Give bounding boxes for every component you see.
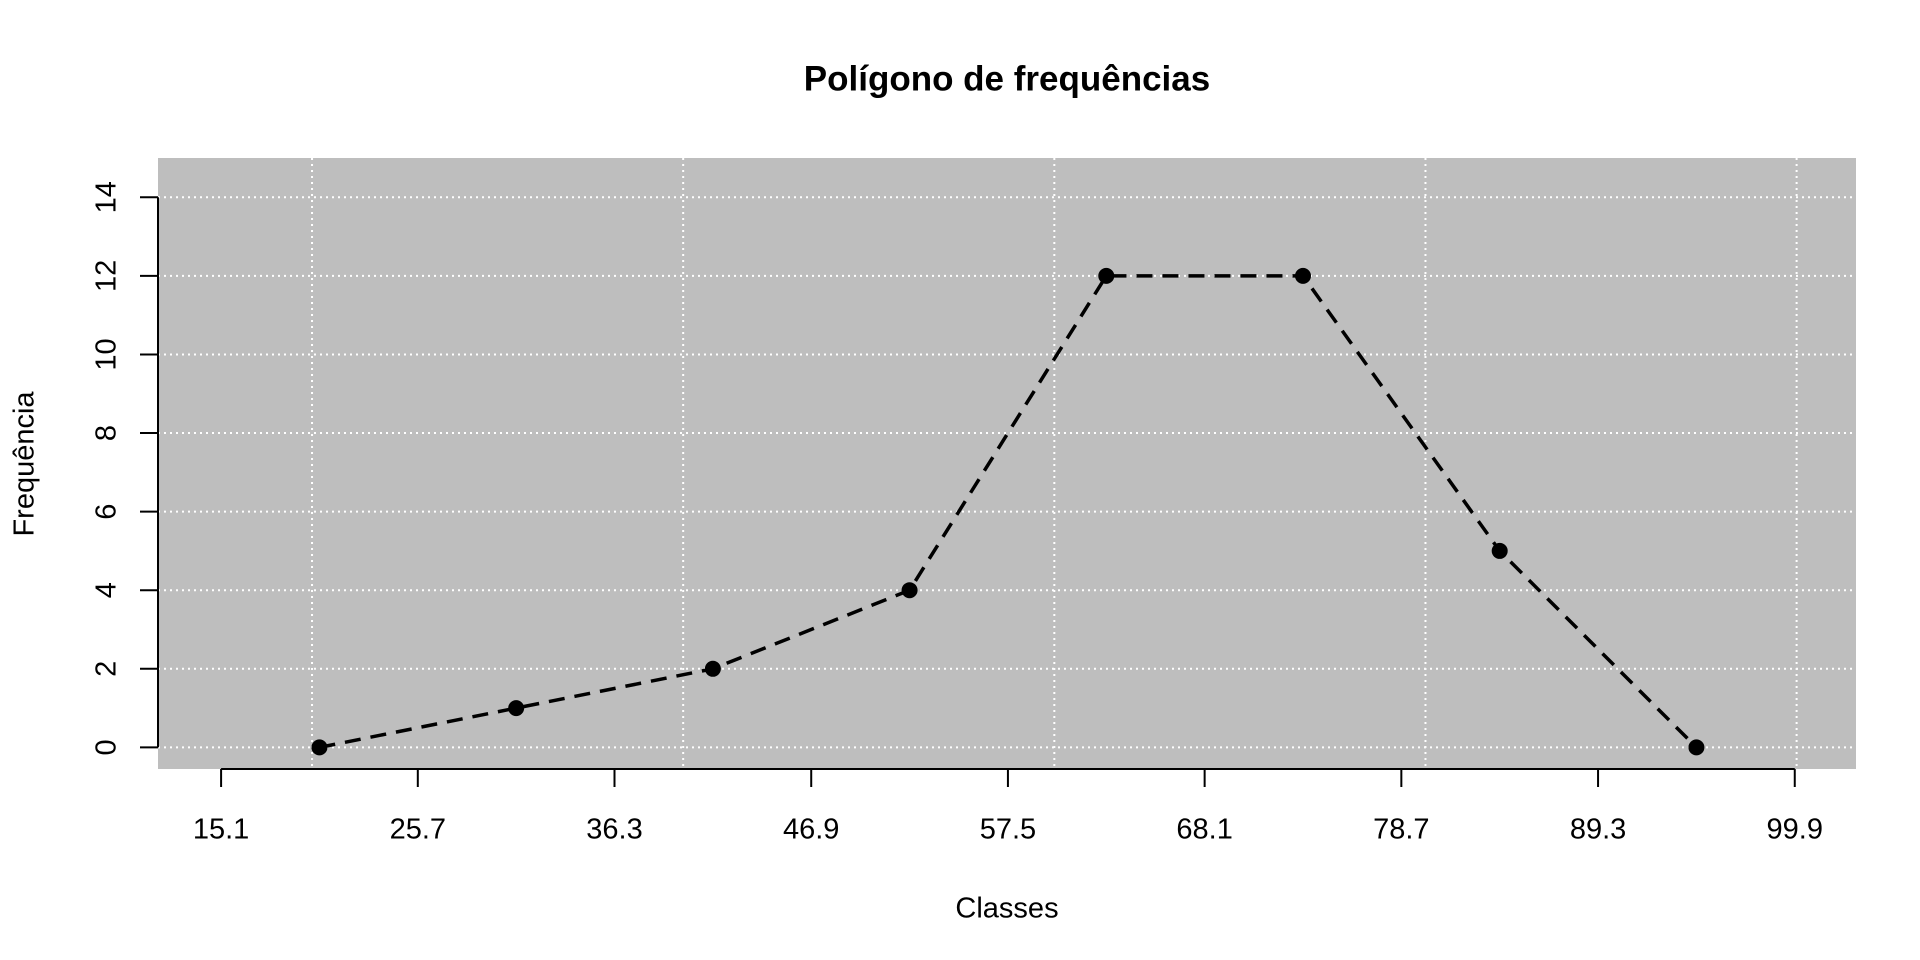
- data-line: [319, 274, 1698, 750]
- y-tick-label: 10: [91, 338, 123, 370]
- data-point: [1294, 267, 1311, 284]
- data-point: [1688, 739, 1705, 756]
- y-tick-label: 14: [91, 181, 123, 213]
- y-tick-label: 0: [91, 739, 123, 755]
- data-point: [1098, 267, 1115, 284]
- data-point: [1491, 542, 1508, 559]
- y-tick-label: 2: [91, 661, 123, 677]
- data-point: [508, 700, 525, 717]
- x-tick-label: 46.9: [783, 814, 839, 846]
- x-tick-label: 99.9: [1767, 814, 1823, 846]
- x-tick-label: 68.1: [1176, 814, 1232, 846]
- y-tick-label: 4: [91, 582, 123, 598]
- x-tick-label: 36.3: [586, 814, 642, 846]
- y-axis-title: Frequência: [9, 391, 41, 537]
- x-tick-label: 15.1: [193, 814, 249, 846]
- x-tick-label: 57.5: [980, 814, 1036, 846]
- data-point: [704, 660, 721, 677]
- x-tick-label: 78.7: [1373, 814, 1429, 846]
- y-tick-label: 8: [91, 425, 123, 441]
- chart-title: Polígono de frequências: [804, 59, 1210, 98]
- data-point: [901, 582, 918, 599]
- y-tick-label: 6: [91, 504, 123, 520]
- data-point: [311, 739, 328, 756]
- plot-background: [158, 158, 1856, 769]
- x-tick-label: 89.3: [1570, 814, 1626, 846]
- x-tick-label: 25.7: [390, 814, 446, 846]
- y-tick-label: 12: [91, 260, 123, 292]
- x-axis-title: Classes: [955, 893, 1058, 925]
